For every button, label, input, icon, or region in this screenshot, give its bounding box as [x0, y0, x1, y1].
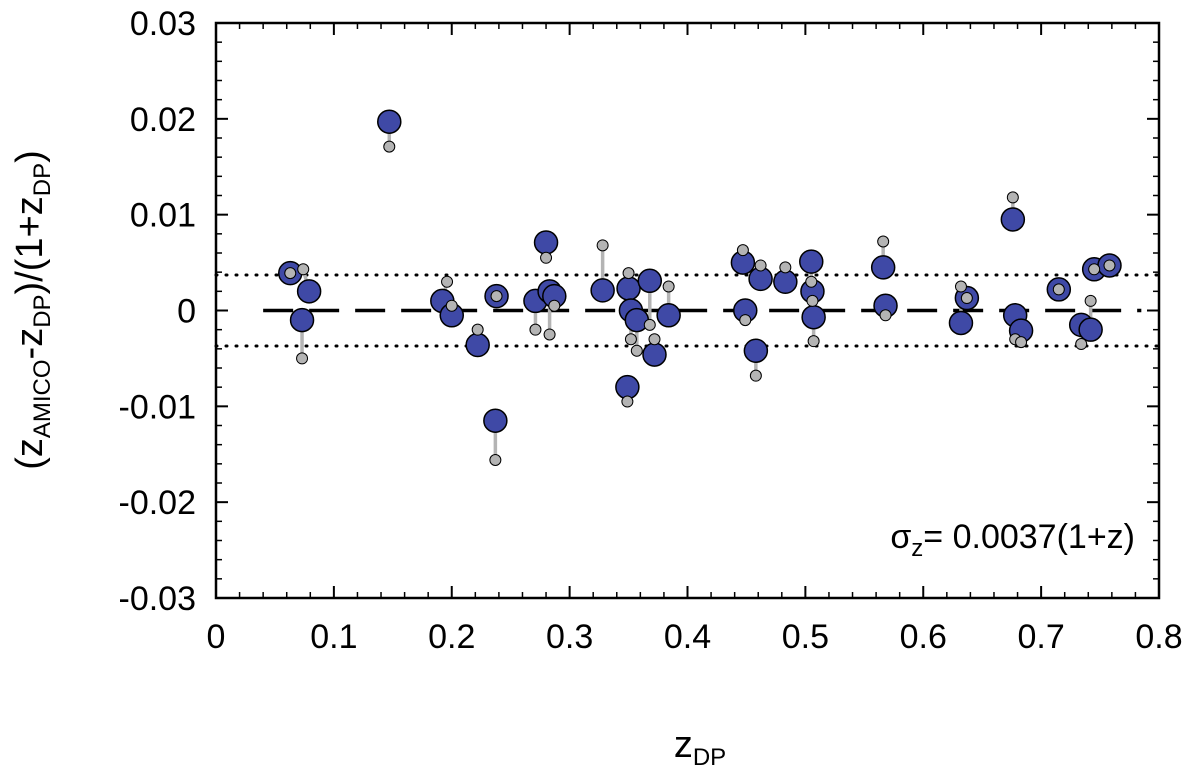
x-tick-label: 0.8 [1135, 618, 1182, 656]
x-axis-label-sub: DP [693, 744, 726, 771]
dp-point [1052, 283, 1065, 296]
dp-point [779, 261, 792, 274]
dp-point [662, 280, 675, 293]
dp-point [441, 275, 454, 288]
dp-point [954, 280, 967, 293]
y-axis-label-part: -z [9, 328, 51, 360]
dp-point [1015, 336, 1028, 349]
sigma-annotation-sub: z [911, 535, 923, 562]
reference-lines [214, 273, 1161, 348]
dp-point [1075, 338, 1088, 351]
dp-point [1006, 191, 1019, 204]
amico-point [616, 276, 641, 301]
dp-point [1103, 259, 1116, 272]
amico-point [465, 332, 490, 358]
amico-point [1078, 317, 1103, 342]
y-tick-label: 0.02 [130, 101, 196, 139]
axis-ticks [215, 22, 1160, 599]
dp-point [284, 267, 297, 280]
dp-point [630, 344, 643, 357]
dp-point [1088, 263, 1101, 276]
y-axis-label-subscript: DP [29, 163, 56, 196]
dp-point [805, 275, 818, 288]
amico-point [799, 249, 824, 274]
dp-point [296, 352, 309, 365]
dp-point [643, 318, 656, 331]
x-tick-label: 0.3 [546, 618, 593, 656]
y-tick-label: 0 [177, 293, 196, 331]
y-axis-label-part: (z [9, 438, 51, 470]
y-tick-label: 0.01 [130, 197, 196, 235]
amico-point [743, 338, 769, 363]
x-tick-label: 0.2 [428, 618, 475, 656]
x-axis-label-main: z [674, 724, 693, 766]
x-tick-label: 0.5 [782, 618, 829, 656]
connector-lines [300, 121, 1093, 460]
y-axis-label-subscript: AMICO [29, 359, 56, 438]
x-tick-label: 0.1 [310, 618, 357, 656]
amico-point [590, 278, 615, 303]
dp-point [806, 294, 819, 307]
amico-point [483, 408, 508, 433]
y-axis-label-subscript: DP [29, 294, 56, 327]
y-tick-labels: -0.03 -0.02 -0.01 0 0.01 0.02 0.03 [119, 5, 197, 618]
x-tick-label: 0.7 [1017, 618, 1064, 656]
amico-point [615, 374, 640, 400]
dp-point [445, 299, 458, 312]
sigma-annotation: σz= 0.0037(1+z) [890, 518, 1135, 562]
sigma-annotation-prefix: σ [890, 518, 911, 556]
dp-point [297, 263, 310, 276]
dp-point [490, 290, 503, 303]
y-axis-label-part: ) [9, 150, 51, 163]
dp-point [648, 333, 661, 346]
dp-point [739, 314, 752, 327]
x-tick-label: 0 [207, 618, 226, 656]
amico-point [773, 269, 798, 294]
amico-point [377, 109, 402, 134]
amico-point [656, 303, 681, 328]
dp-point [1084, 294, 1097, 307]
y-tick-label: 0.03 [130, 5, 196, 43]
amico-point [870, 255, 896, 280]
dp-point [596, 239, 609, 252]
data-points [278, 109, 1122, 466]
amico-point [1000, 207, 1026, 232]
amico-point [533, 230, 559, 255]
y-tick-label: -0.03 [119, 580, 197, 618]
dp-point [471, 323, 484, 336]
sigma-annotation-suffix: = 0.0037(1+z) [923, 518, 1135, 556]
amico-point [948, 310, 974, 336]
x-tick-labels: 0 0.1 0.2 0.3 0.4 0.5 0.6 0.7 0.8 [207, 618, 1183, 656]
dp-point [877, 235, 890, 248]
x-tick-label: 0.4 [664, 618, 711, 656]
x-tick-label: 0.6 [900, 618, 947, 656]
dp-point [736, 244, 749, 257]
dp-point [529, 323, 542, 336]
amico-point [289, 307, 315, 333]
amico-point [801, 304, 826, 330]
dp-point [622, 267, 635, 280]
y-tick-label: -0.02 [119, 484, 197, 522]
dp-point [548, 299, 561, 312]
y-tick-label: -0.01 [119, 388, 197, 426]
dp-point [754, 259, 767, 272]
dp-point [960, 292, 973, 305]
amico-point [637, 268, 663, 294]
dp-point [624, 333, 637, 346]
dp-point [879, 309, 892, 322]
dp-point [383, 140, 396, 153]
x-axis-label: zDP [674, 724, 726, 771]
y-axis-label-part: )/(1+z [9, 196, 51, 294]
y-axis-label: (zAMICO-zDP)/(1+zDP) [9, 150, 56, 470]
dp-point [749, 369, 762, 382]
amico-point [296, 279, 322, 304]
dp-point [543, 328, 556, 341]
dp-point [489, 454, 502, 466]
dp-point [807, 335, 820, 348]
dp-point [621, 395, 634, 408]
amico-point [642, 342, 667, 367]
dp-point [540, 251, 553, 264]
